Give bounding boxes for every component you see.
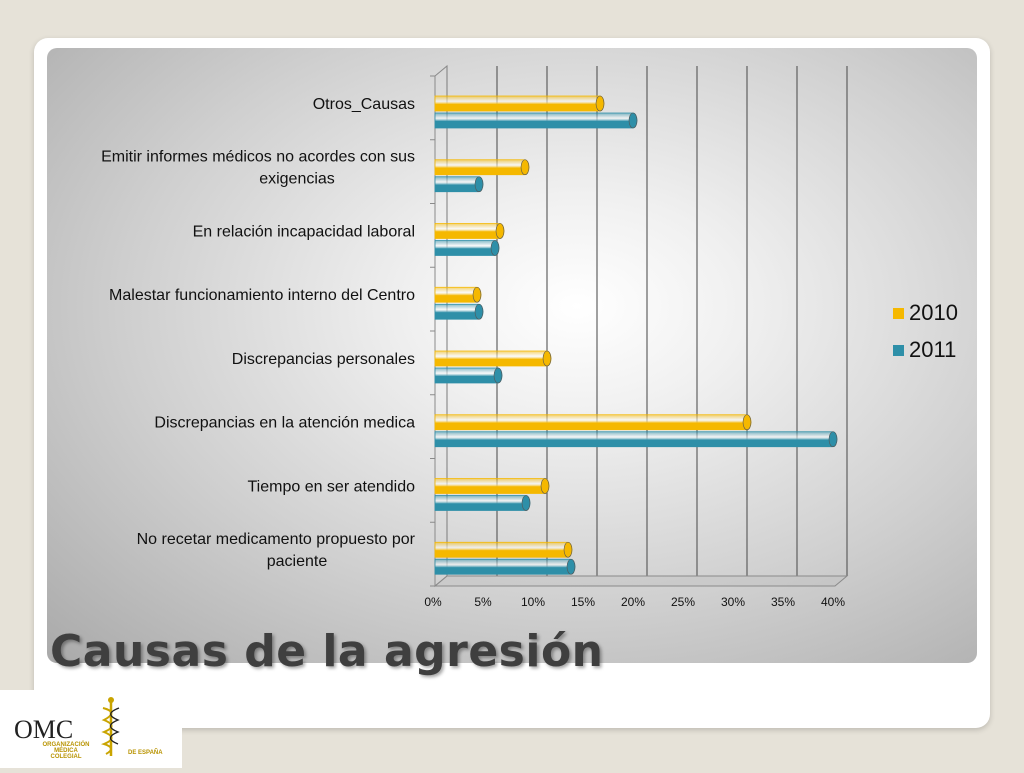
logo-line-4: DE ESPAÑA: [128, 749, 163, 756]
x-tick-label: 20%: [621, 595, 645, 609]
x-tick-label: 15%: [571, 595, 595, 609]
bar-2010: [434, 159, 530, 176]
bar-2011: [434, 495, 531, 511]
bar-2010: [434, 95, 605, 112]
legend-swatch-2010: [893, 308, 904, 319]
bar-end-cap: [472, 286, 482, 303]
bar-2011: [434, 558, 576, 575]
chart-grid: [430, 64, 849, 588]
legend-label-2011: 2011: [909, 337, 956, 362]
bar-2010: [434, 541, 573, 558]
category-label: exigencias: [259, 171, 335, 188]
x-tick-label: 25%: [671, 595, 695, 609]
x-tick-label: 0%: [424, 595, 442, 609]
x-tick-label: 40%: [821, 595, 845, 609]
bar-end-cap: [520, 159, 530, 176]
caduceus-icon: [101, 697, 120, 756]
logo-line-1: ORGANIZACIÓN: [43, 740, 90, 748]
logo-line-3: COLEGIAL: [51, 754, 82, 760]
slide-title: Causas de la agresión: [50, 626, 604, 677]
bar-2011: [434, 112, 638, 129]
bar-2010: [434, 414, 752, 431]
logo-line-2: MÉDICA: [54, 746, 78, 754]
category-label: paciente: [267, 553, 328, 570]
category-label: En relación incapacidad laboral: [193, 223, 415, 240]
chart-bars: [434, 95, 838, 575]
logo-abbr: OMC: [14, 715, 73, 744]
bar-end-cap: [474, 303, 484, 320]
x-tick-labels: 0% 5% 10% 15% 20% 25% 30% 35% 40%: [424, 595, 845, 609]
x-tick-label: 30%: [721, 595, 745, 609]
legend-label-2010: 2010: [909, 300, 958, 325]
bar-end-cap: [540, 478, 550, 494]
chart-legend: 2010 2011: [893, 300, 958, 362]
bar-end-cap: [474, 176, 484, 193]
bar-end-cap: [628, 112, 638, 129]
legend-swatch-2011: [893, 345, 904, 356]
category-label: Malestar funcionamiento interno del Cent…: [109, 287, 415, 304]
bar-2011: [434, 240, 500, 256]
bar-end-cap: [566, 558, 576, 575]
omc-logo: OMC ORGANIZACIÓN MÉDICA COLEGIAL DE ESPA…: [0, 690, 182, 768]
bar-end-cap: [828, 431, 838, 448]
bar-2010: [434, 350, 552, 367]
category-label: Emitir informes médicos no acordes con s…: [101, 149, 415, 166]
category-label: Otros_Causas: [313, 96, 415, 113]
chart-floor: [433, 575, 849, 587]
bar-2011: [434, 431, 838, 448]
bar-chart: Otros_Causas Emitir informes médicos no a…: [101, 64, 958, 609]
bar-end-cap: [495, 223, 505, 239]
bar-end-cap: [563, 541, 573, 558]
bar-end-cap: [595, 95, 605, 112]
bar-end-cap: [493, 367, 503, 384]
bar-end-cap: [490, 240, 500, 256]
bar-end-cap: [742, 414, 752, 431]
category-label: Tiempo en ser atendido: [247, 478, 415, 495]
bar-2010: [434, 478, 550, 494]
bar-end-cap: [521, 495, 531, 511]
bar-2011: [434, 367, 503, 384]
category-label: Discrepancias personales: [232, 351, 415, 368]
x-tick-label: 35%: [771, 595, 795, 609]
category-label: No recetar medicamento propuesto por: [137, 531, 416, 548]
x-tick-label: 10%: [521, 595, 545, 609]
bar-end-cap: [542, 350, 552, 367]
category-labels: Otros_Causas Emitir informes médicos no a…: [101, 96, 416, 570]
bar-2010: [434, 223, 505, 239]
category-label: Discrepancias en la atención medica: [154, 415, 415, 432]
x-tick-label: 5%: [474, 595, 492, 609]
